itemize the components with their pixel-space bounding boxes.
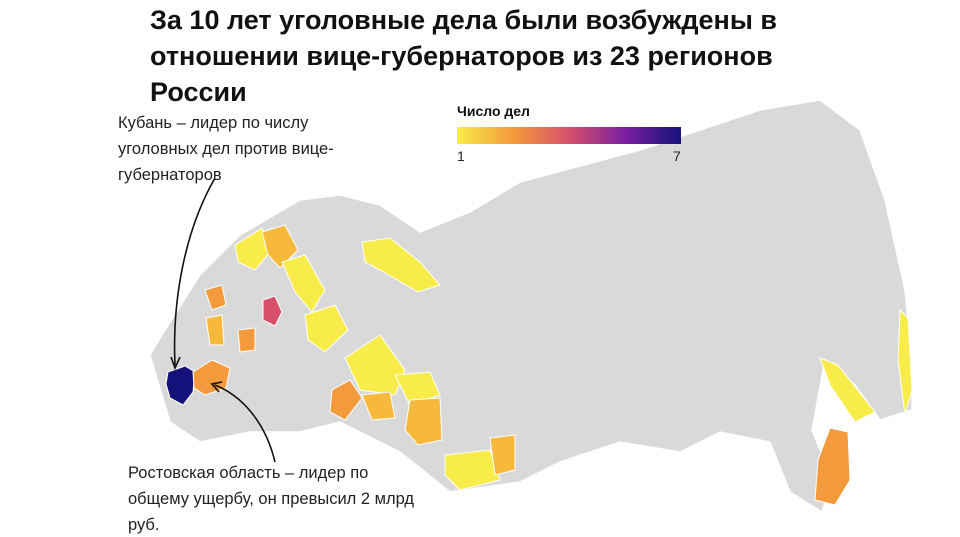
annotation: Ростовская область – лидер по общему уще… xyxy=(128,464,415,534)
legend-max: 7 xyxy=(673,148,681,164)
legend-title: Число дел xyxy=(457,103,530,119)
arrows xyxy=(170,177,276,463)
legend-min: 1 xyxy=(457,148,465,164)
title: За 10 лет уголовные дела были возбуждены… xyxy=(150,5,778,107)
regions xyxy=(165,224,913,506)
annotation: Кубань – лидер по числу уголовных дел пр… xyxy=(118,114,334,184)
legend-colorbar xyxy=(457,127,681,144)
